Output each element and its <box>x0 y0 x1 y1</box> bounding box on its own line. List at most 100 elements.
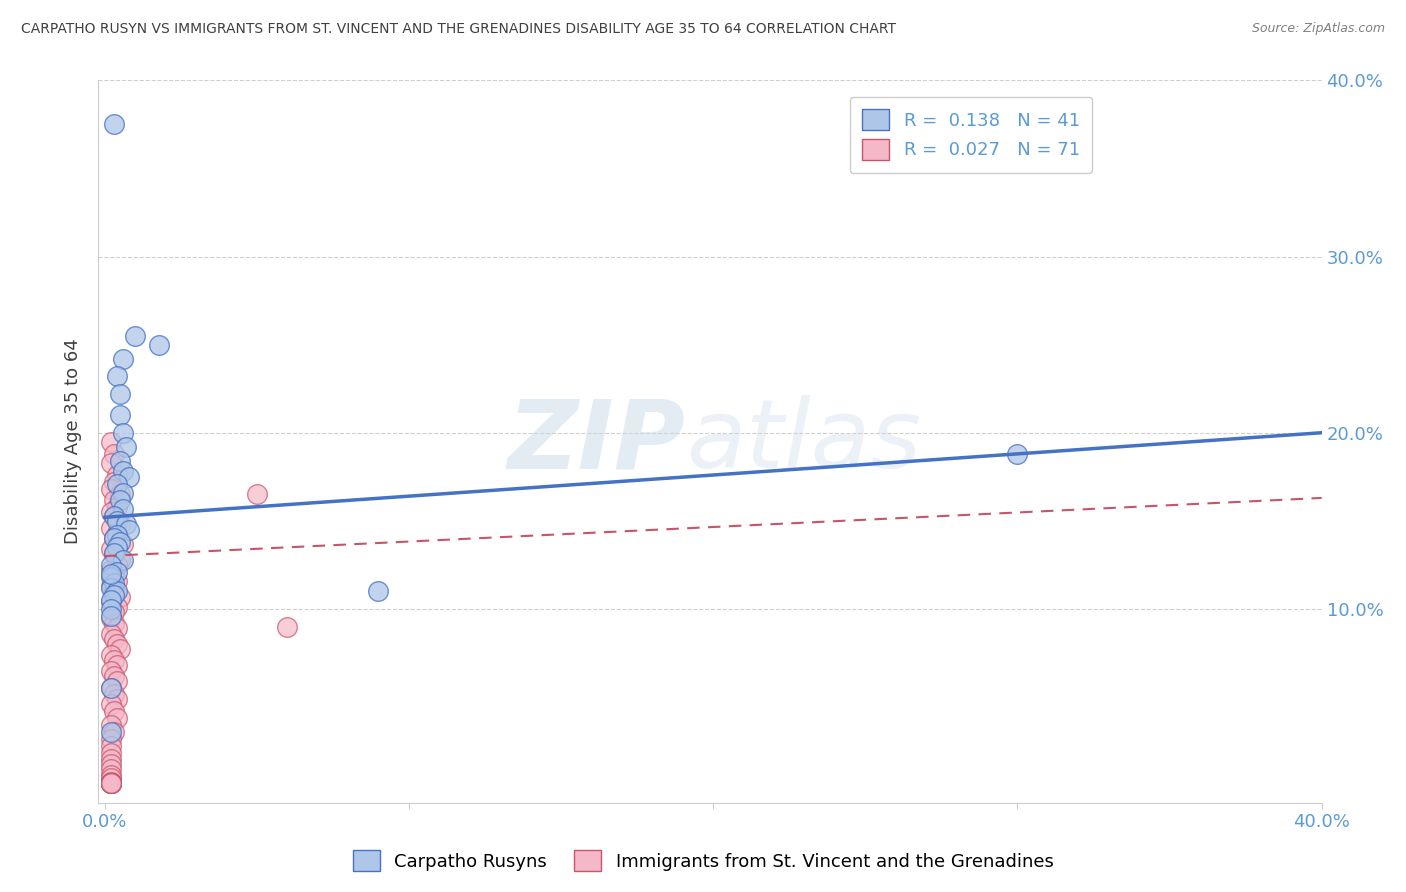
Point <box>100 681 122 696</box>
Point <box>100 581 122 595</box>
Point <box>148 337 170 351</box>
Point <box>100 776 122 790</box>
Point <box>103 632 125 646</box>
Text: Source: ZipAtlas.com: Source: ZipAtlas.com <box>1251 22 1385 36</box>
Point <box>111 351 134 366</box>
Point <box>103 568 125 582</box>
Point <box>105 584 128 599</box>
Point <box>103 510 125 524</box>
Point <box>105 711 128 725</box>
Point <box>103 588 125 602</box>
Point <box>100 776 122 790</box>
Point <box>103 492 125 507</box>
Point <box>100 732 122 747</box>
Point <box>246 487 269 501</box>
Point <box>105 600 128 615</box>
Point <box>103 687 125 701</box>
Point <box>105 674 128 689</box>
Point <box>108 642 131 657</box>
Point <box>105 500 128 514</box>
Point <box>105 658 128 673</box>
Point <box>108 590 131 604</box>
Point <box>111 465 134 479</box>
Point <box>103 653 125 667</box>
Point <box>103 532 125 546</box>
Point <box>100 505 122 519</box>
Point <box>103 508 125 523</box>
Point <box>105 476 128 491</box>
Point <box>103 704 125 718</box>
Legend: Carpatho Rusyns, Immigrants from St. Vincent and the Grenadines: Carpatho Rusyns, Immigrants from St. Vin… <box>346 843 1060 879</box>
Point <box>100 771 122 785</box>
Point <box>103 547 125 561</box>
Y-axis label: Disability Age 35 to 64: Disability Age 35 to 64 <box>65 339 83 544</box>
Point <box>100 776 122 790</box>
Point <box>100 776 122 790</box>
Point <box>105 558 128 572</box>
Point <box>100 626 122 640</box>
Point <box>108 387 131 401</box>
Text: ZIP: ZIP <box>508 395 686 488</box>
Point <box>100 664 122 678</box>
Point <box>100 570 122 584</box>
Point <box>103 117 125 131</box>
Point <box>100 776 122 790</box>
Point <box>108 535 131 549</box>
Point <box>111 552 134 566</box>
Point <box>100 482 122 496</box>
Text: atlas: atlas <box>686 395 921 488</box>
Point <box>100 718 122 732</box>
Point <box>100 566 122 581</box>
Point <box>105 468 128 483</box>
Point <box>111 501 134 516</box>
Point <box>105 637 128 651</box>
Point <box>103 532 125 546</box>
Point <box>100 611 122 625</box>
Point <box>105 541 128 555</box>
Point <box>100 434 122 449</box>
Point <box>100 681 122 696</box>
Point <box>108 487 131 501</box>
Point <box>367 584 389 599</box>
Point <box>108 517 131 532</box>
Point <box>100 739 122 754</box>
Point <box>103 575 125 590</box>
Point <box>100 602 122 616</box>
Point <box>100 725 122 739</box>
Point <box>103 615 125 630</box>
Point <box>118 470 141 484</box>
Point <box>108 408 131 422</box>
Point <box>100 776 122 790</box>
Text: CARPATHO RUSYN VS IMMIGRANTS FROM ST. VINCENT AND THE GRENADINES DISABILITY AGE : CARPATHO RUSYN VS IMMIGRANTS FROM ST. VI… <box>21 22 896 37</box>
Point <box>103 545 125 559</box>
Point <box>105 514 128 528</box>
Point <box>105 528 128 542</box>
Point <box>100 558 122 572</box>
Point <box>103 584 125 599</box>
Point <box>105 574 128 588</box>
Point <box>108 552 131 566</box>
Point <box>100 776 122 790</box>
Point <box>114 440 136 454</box>
Point <box>105 369 128 384</box>
Point <box>105 526 128 541</box>
Point <box>124 328 146 343</box>
Point <box>103 447 125 461</box>
Point <box>100 776 122 790</box>
Legend: R =  0.138   N = 41, R =  0.027   N = 71: R = 0.138 N = 41, R = 0.027 N = 71 <box>849 96 1092 172</box>
Point <box>100 609 122 624</box>
Point <box>105 691 128 706</box>
Point <box>100 767 122 781</box>
Point <box>1007 447 1029 461</box>
Point <box>100 776 122 790</box>
Point <box>108 454 131 468</box>
Point <box>103 606 125 620</box>
Point <box>100 595 122 609</box>
Point <box>111 537 134 551</box>
Point <box>100 776 122 790</box>
Point <box>100 542 122 557</box>
Point <box>114 517 136 532</box>
Point <box>100 563 122 577</box>
Point <box>111 485 134 500</box>
Point <box>103 475 125 489</box>
